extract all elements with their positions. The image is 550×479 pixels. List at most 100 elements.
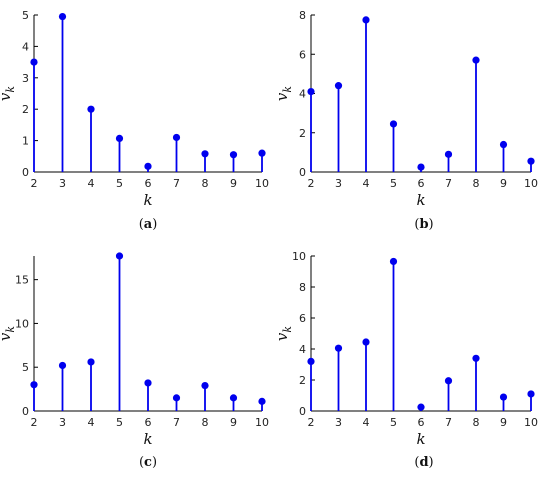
- stem-marker: [229, 151, 238, 159]
- x-tick-label: 3: [335, 177, 342, 190]
- x-tick-label: 9: [230, 416, 237, 429]
- x-tick-label: 9: [230, 177, 237, 190]
- stem-marker: [115, 134, 124, 143]
- stem-marker: [334, 344, 343, 352]
- stem-marker: [307, 357, 315, 365]
- panel-caption: (b): [414, 217, 433, 232]
- x-tick-label: 8: [473, 416, 480, 429]
- y-tick-label: 0: [22, 405, 29, 418]
- stem-marker: [201, 150, 209, 158]
- panel-caption: (c): [139, 455, 157, 470]
- x-tick-label: 4: [88, 177, 95, 190]
- stem-marker: [172, 394, 181, 402]
- y-tick-label: 0: [22, 166, 29, 179]
- stem-marker: [58, 12, 67, 21]
- stem-marker: [499, 393, 508, 401]
- x-tick-label: 9: [500, 177, 507, 190]
- stem-marker: [258, 397, 266, 405]
- x-tick-label: 4: [363, 177, 370, 190]
- stem-marker: [87, 358, 95, 366]
- x-tick-label: 10: [255, 177, 269, 190]
- stem-marker: [362, 338, 370, 346]
- y-tick-label: 2: [299, 127, 306, 140]
- y-tick-label: 4: [22, 40, 29, 53]
- x-tick-label: 8: [202, 416, 209, 429]
- stem-marker: [172, 133, 181, 142]
- y-tick-label: 0: [299, 166, 306, 179]
- x-tick-label: 3: [59, 416, 66, 429]
- x-tick-label: 6: [418, 416, 425, 429]
- x-tick-label: 2: [31, 416, 38, 429]
- stem-marker: [527, 157, 535, 165]
- x-tick-label: 7: [445, 416, 452, 429]
- x-axis-label: k: [143, 430, 152, 448]
- y-tick-label: 0: [299, 405, 306, 418]
- x-tick-label: 10: [524, 416, 538, 429]
- stem-marker: [362, 16, 370, 24]
- x-tick-label: 8: [473, 177, 480, 190]
- x-tick-label: 4: [363, 416, 370, 429]
- y-tick-label: 10: [292, 250, 306, 263]
- x-tick-label: 2: [308, 177, 315, 190]
- stem-marker: [444, 377, 453, 385]
- y-tick-label: 8: [299, 9, 306, 22]
- x-tick-label: 7: [445, 177, 452, 190]
- x-tick-label: 6: [145, 177, 152, 190]
- chart-panel-0: 0 1 2 3 4 5 2 3 4 5 6 7 8 9 10 k vk (a): [0, 9, 269, 232]
- x-tick-label: 7: [173, 177, 180, 190]
- stem-marker: [444, 150, 453, 158]
- stem-marker: [389, 257, 398, 266]
- panel-caption: (a): [139, 217, 158, 232]
- stem-marker: [258, 149, 266, 157]
- stem-marker: [30, 381, 38, 389]
- stem-marker: [115, 252, 124, 260]
- y-tick-label: 5: [22, 9, 29, 22]
- stem-marker: [472, 354, 480, 362]
- stem-marker: [30, 58, 38, 66]
- stem-marker: [334, 82, 343, 90]
- y-tick-label: 4: [299, 343, 306, 356]
- x-tick-label: 3: [335, 416, 342, 429]
- stem-marker: [527, 390, 535, 398]
- x-tick-label: 7: [173, 416, 180, 429]
- x-axis-label: k: [416, 430, 425, 448]
- y-axis-label: vk: [273, 326, 294, 341]
- x-tick-label: 5: [116, 416, 123, 429]
- y-tick-label: 6: [299, 312, 306, 325]
- y-tick-label: 15: [15, 274, 29, 287]
- x-tick-label: 2: [308, 416, 315, 429]
- y-tick-label: 1: [22, 135, 29, 148]
- x-tick-label: 5: [390, 416, 397, 429]
- y-tick-label: 8: [299, 281, 306, 294]
- x-tick-label: 8: [202, 177, 209, 190]
- x-axis-label: k: [143, 191, 152, 209]
- stem-marker: [417, 403, 425, 411]
- stem-marker: [144, 162, 152, 170]
- stem-marker: [417, 163, 425, 171]
- y-tick-label: 3: [22, 72, 29, 85]
- x-tick-label: 6: [418, 177, 425, 190]
- stem-marker: [58, 361, 67, 370]
- x-tick-label: 9: [500, 416, 507, 429]
- y-tick-label: 2: [22, 103, 29, 116]
- x-tick-label: 10: [255, 416, 269, 429]
- panel-caption: (d): [414, 455, 433, 470]
- stem-marker: [472, 56, 480, 64]
- y-tick-label: 10: [15, 317, 29, 330]
- y-tick-label: 4: [299, 88, 306, 101]
- y-axis-label: vk: [0, 326, 17, 341]
- chart-panel-2: 0 5 10 15 2 3 4 5 6 7 8 9 10 k vk (c): [0, 252, 269, 470]
- x-tick-label: 6: [145, 416, 152, 429]
- stem-marker: [389, 120, 398, 128]
- x-tick-label: 5: [116, 177, 123, 190]
- stem-marker: [499, 140, 508, 149]
- x-tick-label: 4: [88, 416, 95, 429]
- y-tick-label: 2: [299, 374, 306, 387]
- x-axis-label: k: [416, 191, 425, 209]
- stem-marker: [229, 394, 238, 402]
- y-tick-label: 5: [22, 361, 29, 374]
- y-tick-label: 6: [299, 48, 306, 61]
